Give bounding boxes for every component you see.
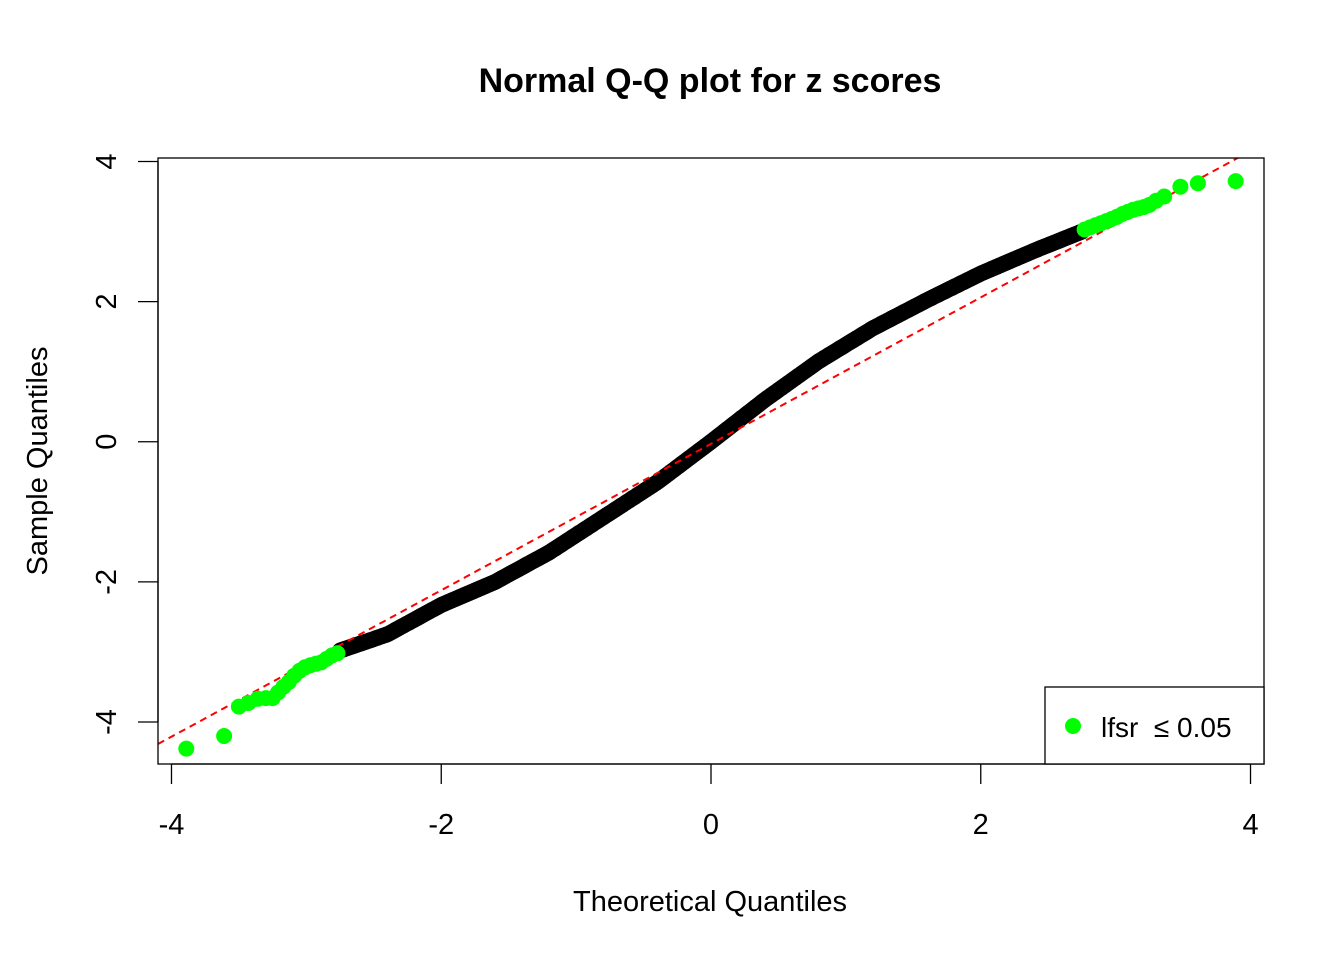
legend-marker (1065, 718, 1081, 734)
y-axis-label: Sample Quantiles (22, 347, 54, 576)
plot-area (157, 157, 1265, 765)
legend: lfsr ≤ 0.05 (1044, 686, 1265, 765)
reference-line (158, 158, 1240, 745)
x-tick-label: 4 (1242, 809, 1258, 841)
bulk-points (332, 223, 1090, 659)
highlight-point (1189, 175, 1206, 192)
x-axis-label: Theoretical Quantiles (573, 886, 847, 918)
y-tick-label: 2 (91, 294, 123, 310)
y-tick-label: 4 (91, 153, 123, 169)
x-axis: -4 -2 0 2 4 (159, 763, 1259, 841)
legend-label: lfsr ≤ 0.05 (1101, 712, 1232, 743)
x-tick-label: 0 (703, 809, 719, 841)
chart-title: Normal Q-Q plot for z scores (479, 62, 942, 100)
highlight-point (1227, 173, 1244, 190)
y-tick-label: 0 (91, 434, 123, 450)
x-tick-label: -2 (428, 809, 454, 841)
y-tick-label: -2 (91, 569, 123, 595)
highlight-point (178, 740, 195, 757)
y-tick-label: -4 (91, 709, 123, 735)
highlight-point (1172, 178, 1189, 195)
highlight-points (178, 173, 1244, 757)
x-tick-label: 2 (973, 809, 989, 841)
x-tick-label: -4 (159, 809, 185, 841)
legend-box (1044, 686, 1265, 765)
highlight-point (216, 728, 233, 744)
plot-frame (157, 157, 1265, 765)
highlight-point (1156, 188, 1173, 205)
highlight-point (329, 645, 346, 662)
y-axis: -4 -2 0 2 4 (91, 153, 159, 735)
